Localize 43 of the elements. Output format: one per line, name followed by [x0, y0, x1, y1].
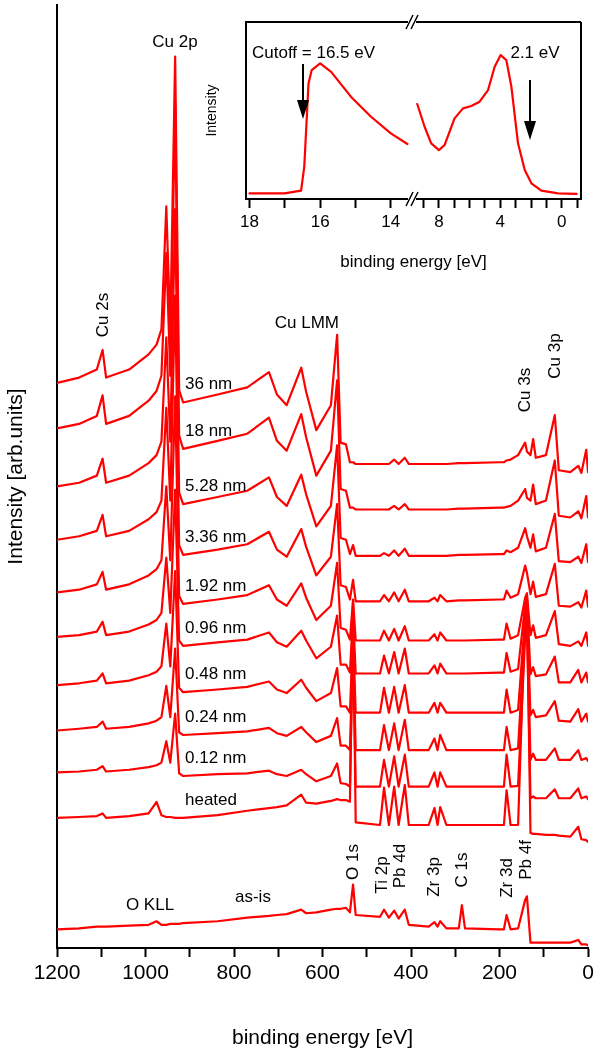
annotation: Cu LMM [274, 312, 339, 332]
x-tick-label: 4 [495, 211, 506, 231]
annotation: Pb 4f [515, 839, 535, 880]
text: Cu 2p [152, 31, 198, 51]
annotation: Zr 3d [496, 858, 516, 898]
x-axis-title: binding energy [eV] [339, 252, 488, 272]
x-tick-label: 400 [393, 960, 429, 984]
x-tick-label: 1000 [122, 960, 169, 984]
x-tick-label: 14 [381, 211, 401, 231]
series-label: 5.28 nm [185, 475, 247, 495]
annotation: C 1s [451, 852, 471, 888]
annotation: Cu 3s [514, 367, 534, 413]
series-label: 18 nm [185, 420, 233, 440]
annotation: O KLL [125, 894, 175, 914]
y-axis-title: Intensity [203, 84, 220, 137]
x-tick-label: 600 [304, 960, 341, 984]
x-tick-label: 16 [310, 211, 330, 231]
annotation: Pb 4d [389, 843, 409, 889]
y-axis-title: Intensity [arb.units] [3, 388, 27, 565]
annotation: Cu 3p [544, 333, 564, 379]
series-label: 36 nm [185, 374, 233, 394]
series-label: 1.92 nm [185, 575, 247, 595]
annotation: Cutoff = 16.5 eV [252, 43, 376, 62]
annotation: 2.1 eV [510, 43, 561, 62]
x-tick-label: 0 [582, 960, 594, 984]
x-axis-title: binding energy [eV] [232, 1025, 413, 1049]
x-tick-label: 0 [557, 211, 567, 231]
annotation: Zr 3p [423, 857, 443, 897]
x-tick-label: 200 [481, 960, 518, 984]
x-tick-label: 800 [216, 960, 252, 984]
annotation: Ti 2p [371, 856, 391, 894]
x-tick-label: 8 [434, 211, 444, 231]
annotation: Cu 2s [92, 292, 112, 338]
series-label: 0.96 nm [185, 617, 247, 637]
x-tick-label: 1200 [33, 960, 81, 984]
series-label: 0.12 nm [185, 747, 247, 767]
annotation: O 1s [342, 844, 362, 880]
x-tick-label: 18 [240, 211, 259, 231]
series-label: heated [185, 789, 237, 809]
series-label: as-is [235, 887, 271, 907]
series-label: 3.36 nm [185, 526, 247, 546]
series-label: 0.24 nm [185, 706, 247, 726]
series-label: 0.48 nm [185, 663, 247, 683]
